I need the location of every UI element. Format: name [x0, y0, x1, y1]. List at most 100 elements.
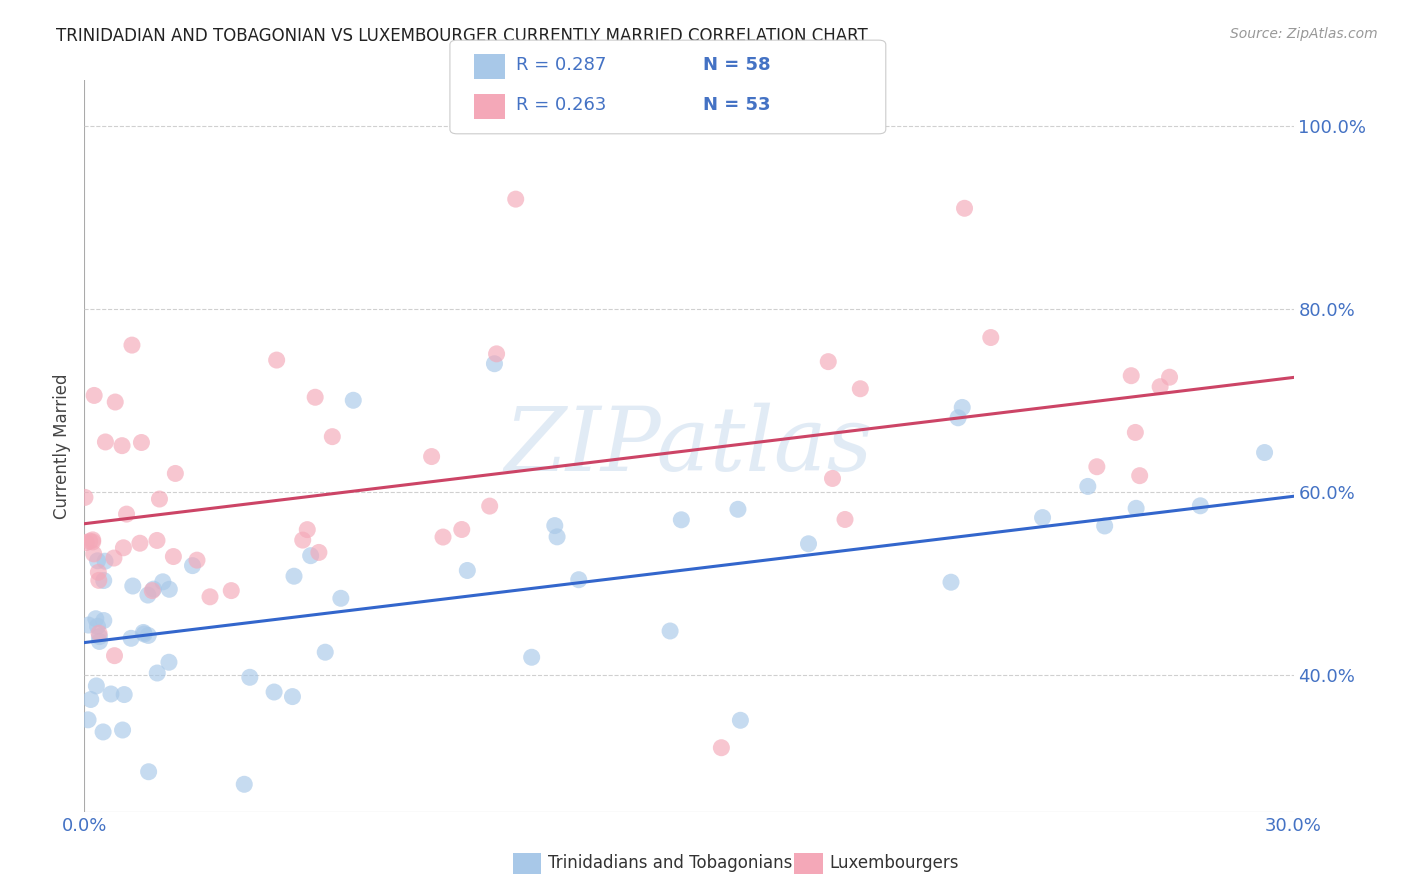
Point — [950, 401, 973, 415]
Text: TRINIDADIAN AND TOBAGONIAN VS LUXEMBOURGER CURRENTLY MARRIED CORRELATION CHART: TRINIDADIAN AND TOBAGONIAN VS LUXEMBOURG… — [56, 27, 868, 45]
Point — [1094, 519, 1116, 533]
Point — [329, 591, 352, 606]
Point — [478, 499, 501, 513]
Point — [1077, 479, 1099, 493]
Point — [82, 533, 104, 547]
Text: Trinidadians and Tobagonians: Trinidadians and Tobagonians — [548, 855, 793, 872]
Point — [1032, 510, 1054, 524]
Point — [834, 512, 856, 526]
Point — [89, 634, 111, 648]
Point — [219, 583, 242, 598]
Point — [86, 679, 108, 693]
Point — [450, 523, 472, 537]
Point — [111, 723, 134, 737]
Point — [146, 533, 169, 548]
Point — [817, 354, 839, 368]
Y-axis label: Currently Married: Currently Married — [53, 373, 72, 519]
Point — [86, 619, 108, 633]
Point — [89, 630, 111, 644]
Point — [134, 627, 156, 641]
Point — [77, 618, 100, 632]
Point — [1125, 425, 1147, 440]
Point — [162, 549, 184, 564]
Point — [181, 558, 204, 573]
Point — [342, 393, 364, 408]
Point — [456, 564, 478, 578]
Point — [111, 439, 134, 453]
Point — [152, 574, 174, 589]
Point — [136, 628, 159, 642]
Point — [1121, 368, 1143, 383]
Point — [432, 530, 454, 544]
Point — [1159, 370, 1181, 384]
Point — [128, 536, 150, 550]
Point — [141, 583, 163, 598]
Point — [849, 382, 872, 396]
Text: N = 58: N = 58 — [703, 56, 770, 74]
Point — [94, 434, 117, 449]
Point — [121, 579, 143, 593]
Point — [142, 582, 165, 596]
Point — [1129, 468, 1152, 483]
Point — [86, 554, 108, 568]
Point — [233, 777, 256, 791]
Point — [80, 692, 103, 706]
Point — [94, 554, 117, 568]
Point — [291, 533, 314, 547]
Text: Source: ZipAtlas.com: Source: ZipAtlas.com — [1230, 27, 1378, 41]
Text: ZIPatlas: ZIPatlas — [505, 402, 873, 490]
Point — [120, 632, 142, 646]
Point — [980, 330, 1002, 344]
Point — [112, 541, 135, 555]
Point — [79, 534, 101, 549]
Point — [104, 395, 127, 409]
Point — [157, 582, 180, 597]
Point — [304, 390, 326, 404]
Point — [299, 549, 322, 563]
Point — [87, 574, 110, 588]
Point — [198, 590, 221, 604]
Point — [100, 687, 122, 701]
Point — [138, 764, 160, 779]
Point — [1125, 501, 1147, 516]
Point — [82, 535, 104, 549]
Text: R = 0.263: R = 0.263 — [516, 95, 606, 113]
Point — [266, 353, 288, 368]
Point — [727, 502, 749, 516]
Point — [75, 535, 97, 549]
Point — [939, 575, 962, 590]
Point — [659, 624, 682, 638]
Point — [297, 523, 319, 537]
Point — [263, 685, 285, 699]
Point — [186, 553, 208, 567]
Point — [710, 740, 733, 755]
Point — [546, 530, 568, 544]
Point — [544, 518, 567, 533]
Point — [484, 357, 506, 371]
Point — [730, 714, 752, 728]
Point — [520, 650, 543, 665]
Point — [148, 491, 170, 506]
Text: N = 53: N = 53 — [703, 95, 770, 113]
Point — [115, 507, 138, 521]
Point — [946, 410, 969, 425]
Point — [131, 435, 153, 450]
Point — [146, 665, 169, 680]
Point — [93, 574, 115, 588]
Point — [157, 655, 180, 669]
Point — [93, 614, 115, 628]
Point — [797, 537, 820, 551]
Point — [485, 347, 508, 361]
Point — [1149, 379, 1171, 393]
Point — [283, 569, 305, 583]
Point — [1253, 445, 1275, 459]
Point — [314, 645, 336, 659]
Point — [1085, 459, 1108, 474]
Point — [165, 467, 187, 481]
Point — [84, 612, 107, 626]
Point — [505, 192, 527, 206]
Point — [281, 690, 304, 704]
Point — [420, 450, 443, 464]
Point — [1189, 499, 1212, 513]
Point — [77, 713, 100, 727]
